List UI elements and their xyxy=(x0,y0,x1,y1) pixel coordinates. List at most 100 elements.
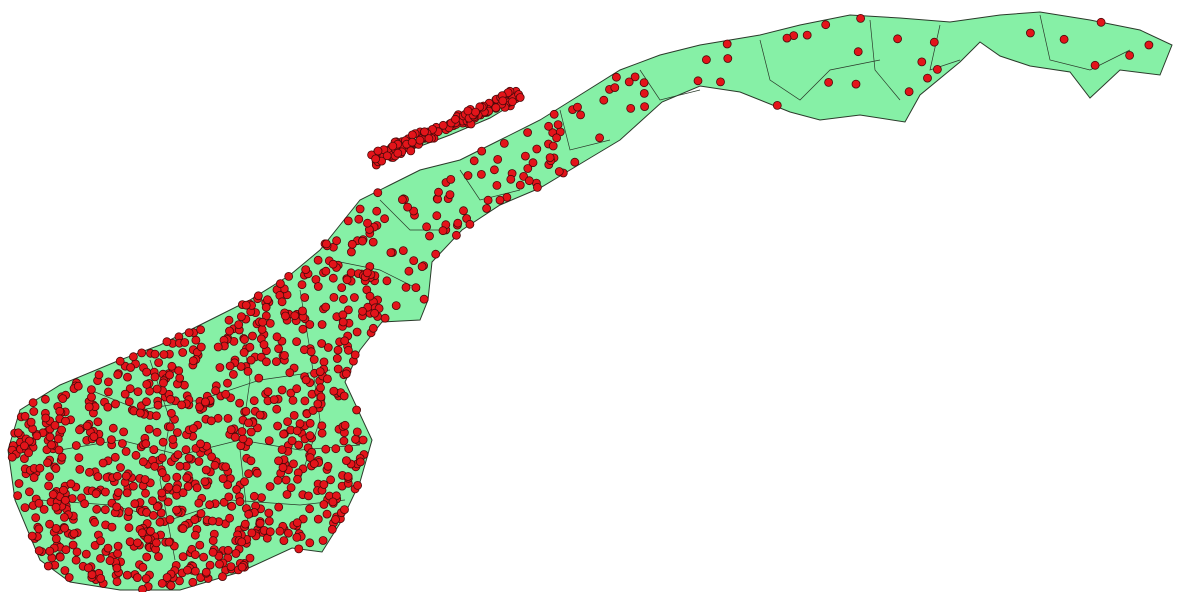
point xyxy=(533,183,541,191)
point xyxy=(305,492,313,500)
point xyxy=(773,101,781,109)
point xyxy=(266,483,274,491)
point xyxy=(347,248,355,256)
point xyxy=(340,437,348,445)
point xyxy=(222,390,230,398)
point xyxy=(259,318,267,326)
point xyxy=(276,280,284,288)
point xyxy=(200,553,208,561)
point xyxy=(189,578,197,586)
point xyxy=(454,219,462,227)
point xyxy=(56,553,64,561)
point xyxy=(1145,41,1153,49)
point xyxy=(149,497,157,505)
point xyxy=(262,358,270,366)
point xyxy=(387,249,395,257)
point xyxy=(143,368,151,376)
point xyxy=(240,349,248,357)
point xyxy=(155,359,163,367)
point xyxy=(363,269,371,277)
point xyxy=(490,166,498,174)
point xyxy=(264,296,272,304)
point xyxy=(258,325,266,333)
point xyxy=(314,256,322,264)
point xyxy=(341,506,349,514)
point xyxy=(439,121,447,129)
point xyxy=(354,481,362,489)
point xyxy=(310,356,318,364)
point xyxy=(191,567,199,575)
point xyxy=(356,205,364,213)
point xyxy=(76,465,84,473)
point xyxy=(857,14,865,22)
point xyxy=(265,517,273,525)
point xyxy=(381,314,389,322)
point xyxy=(260,341,268,349)
point xyxy=(374,147,382,155)
point xyxy=(341,337,349,345)
point xyxy=(410,257,418,265)
country-outline xyxy=(8,12,1172,590)
point xyxy=(62,417,70,425)
point xyxy=(318,321,326,329)
point xyxy=(294,475,302,483)
point xyxy=(151,462,159,470)
point xyxy=(405,267,413,275)
point xyxy=(420,295,428,303)
point xyxy=(167,582,175,590)
point xyxy=(214,343,222,351)
point xyxy=(464,107,472,115)
point xyxy=(208,453,216,461)
point xyxy=(163,574,171,582)
point xyxy=(318,429,326,437)
point xyxy=(439,227,447,235)
point xyxy=(295,545,303,553)
point xyxy=(139,563,147,571)
point xyxy=(95,371,103,379)
point xyxy=(262,303,270,311)
point xyxy=(483,205,491,213)
point xyxy=(154,401,162,409)
point xyxy=(353,406,361,414)
point xyxy=(333,355,341,363)
point xyxy=(290,411,298,419)
point xyxy=(625,78,633,86)
point xyxy=(228,502,236,510)
point xyxy=(298,281,306,289)
point xyxy=(142,489,150,497)
point xyxy=(253,469,261,477)
point xyxy=(155,553,163,561)
point xyxy=(493,181,501,189)
point xyxy=(275,503,283,511)
point xyxy=(94,418,102,426)
point xyxy=(139,458,147,466)
point xyxy=(323,510,331,518)
point xyxy=(242,407,250,415)
point xyxy=(318,340,326,348)
point xyxy=(209,537,217,545)
point xyxy=(275,345,283,353)
point xyxy=(334,365,342,373)
point xyxy=(241,478,249,486)
point xyxy=(533,145,541,153)
point xyxy=(322,303,330,311)
point xyxy=(67,480,75,488)
point xyxy=(317,393,325,401)
point xyxy=(484,196,492,204)
point xyxy=(334,346,342,354)
point xyxy=(15,480,23,488)
point xyxy=(307,348,315,356)
point xyxy=(29,399,37,407)
point xyxy=(85,403,93,411)
point xyxy=(421,128,429,136)
point xyxy=(134,539,142,547)
point xyxy=(280,537,288,545)
point xyxy=(8,453,16,461)
point xyxy=(179,525,187,533)
point xyxy=(255,374,263,382)
point xyxy=(91,518,99,526)
point xyxy=(265,437,273,445)
point xyxy=(279,464,287,472)
point xyxy=(236,498,244,506)
point xyxy=(124,373,132,381)
